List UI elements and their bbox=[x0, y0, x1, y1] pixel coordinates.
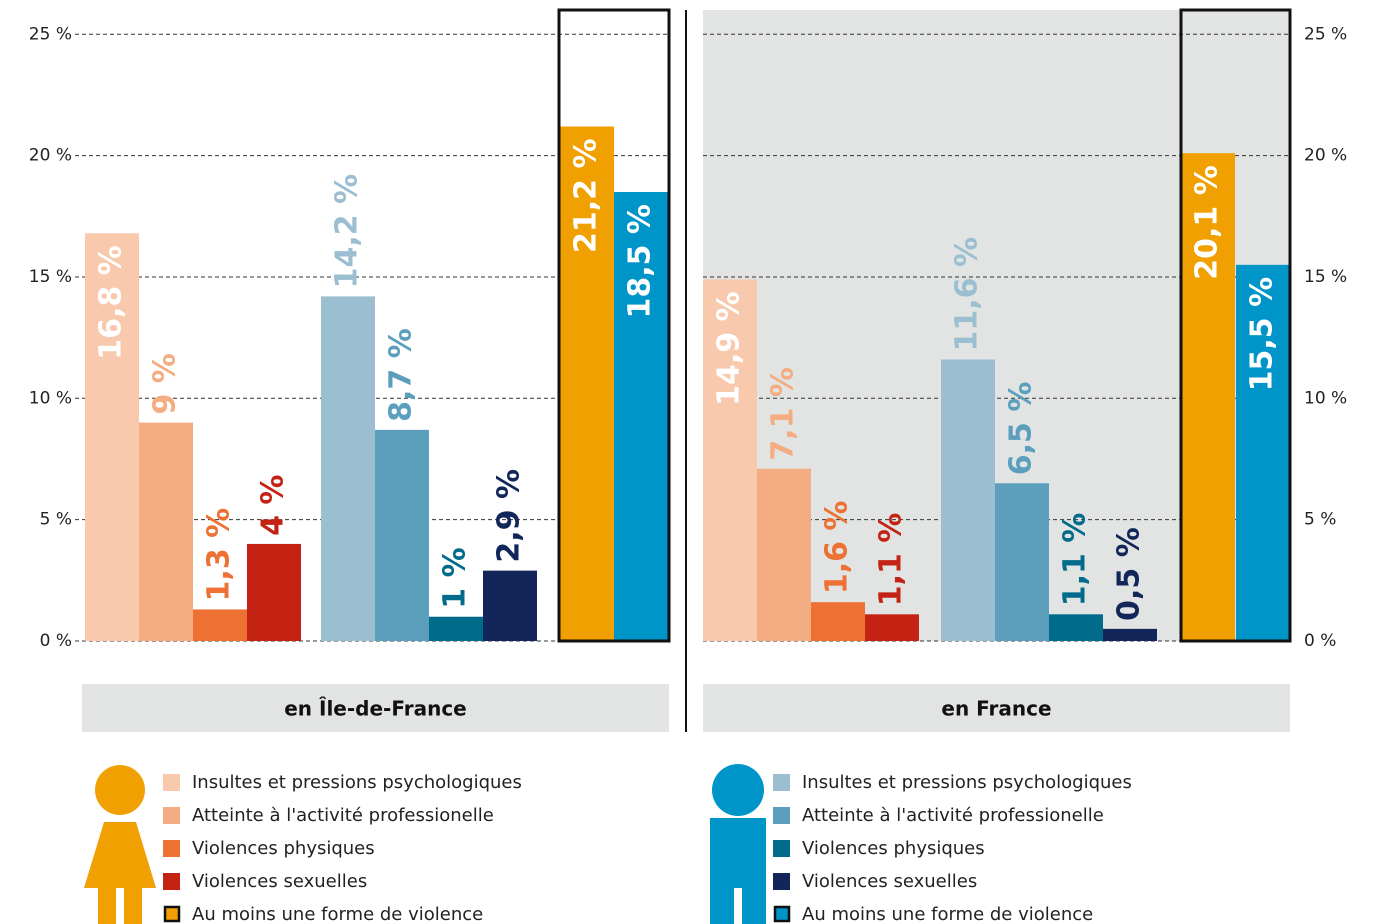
bar bbox=[757, 468, 811, 641]
value-label: 14,9 % bbox=[712, 291, 747, 406]
legend-swatch bbox=[773, 840, 790, 857]
category-band bbox=[703, 684, 1290, 732]
value-label: 8,7 % bbox=[384, 328, 419, 422]
legend-label: Insultes et pressions psychologiques bbox=[802, 772, 1132, 793]
value-label: 18,5 % bbox=[623, 204, 658, 319]
legend-label: Violences physiques bbox=[802, 838, 985, 859]
legend-swatch bbox=[773, 807, 790, 824]
value-label: 1 % bbox=[438, 547, 473, 608]
man-icon bbox=[710, 764, 766, 924]
y-tick-label: 20 % bbox=[1304, 146, 1347, 166]
value-label: 21,2 % bbox=[569, 138, 604, 253]
bar bbox=[614, 192, 668, 641]
value-label: 2,9 % bbox=[492, 469, 527, 563]
bar bbox=[560, 126, 614, 641]
legend-swatch bbox=[773, 873, 790, 890]
value-label: 14,2 % bbox=[330, 174, 365, 289]
legend-swatch bbox=[163, 774, 180, 791]
legend-swatch bbox=[773, 905, 791, 923]
bar bbox=[375, 429, 429, 641]
value-label: 15,5 % bbox=[1245, 277, 1280, 392]
y-tick-label: 10 % bbox=[1304, 388, 1347, 408]
value-label: 6,5 % bbox=[1004, 382, 1039, 476]
bar bbox=[865, 614, 919, 641]
legend-label: Atteinte à l'activité professionelle bbox=[192, 805, 494, 826]
legend-swatch bbox=[163, 840, 180, 857]
legend-label: Atteinte à l'activité professionelle bbox=[802, 805, 1104, 826]
legend-label: Violences sexuelles bbox=[802, 871, 977, 892]
bar bbox=[85, 233, 139, 641]
legend-label: Violences sexuelles bbox=[192, 871, 367, 892]
category-label: en France bbox=[941, 697, 1051, 721]
y-tick-label: 20 % bbox=[29, 146, 72, 166]
bar bbox=[811, 602, 865, 641]
value-label: 20,1 % bbox=[1190, 165, 1225, 280]
bar bbox=[139, 422, 193, 641]
bar bbox=[247, 543, 301, 641]
y-tick-label: 5 % bbox=[40, 510, 72, 530]
value-label: 1,1 % bbox=[874, 513, 909, 607]
value-label: 11,6 % bbox=[950, 237, 985, 352]
legend-label: Violences physiques bbox=[192, 838, 375, 859]
bar bbox=[321, 296, 375, 641]
bar bbox=[483, 570, 537, 641]
y-tick-label: 25 % bbox=[29, 24, 72, 44]
value-label: 4 % bbox=[256, 475, 291, 536]
bar bbox=[193, 609, 247, 641]
woman-icon bbox=[84, 765, 156, 924]
y-tick-label: 0 % bbox=[40, 631, 72, 651]
value-label: 1,6 % bbox=[820, 501, 855, 595]
y-tick-label: 5 % bbox=[1304, 510, 1336, 530]
value-label: 7,1 % bbox=[766, 367, 801, 461]
legend-swatch bbox=[163, 873, 180, 890]
value-label: 16,8 % bbox=[94, 245, 129, 360]
legend-swatch bbox=[773, 774, 790, 791]
legend-swatch bbox=[163, 905, 181, 923]
category-label: en Île-de-France bbox=[284, 697, 467, 721]
total-box bbox=[1179, 8, 1292, 643]
bar bbox=[941, 359, 995, 641]
total-box bbox=[557, 8, 671, 643]
bar bbox=[1236, 264, 1290, 641]
value-label: 1,1 % bbox=[1058, 513, 1093, 607]
bar bbox=[429, 616, 483, 641]
value-label: 0,5 % bbox=[1112, 527, 1147, 621]
bar bbox=[703, 279, 757, 641]
y-tick-label: 15 % bbox=[1304, 267, 1347, 287]
bar bbox=[995, 483, 1049, 641]
value-label: 1,3 % bbox=[202, 508, 237, 602]
y-tick-label: 25 % bbox=[1304, 24, 1347, 44]
bar bbox=[1049, 614, 1103, 641]
y-tick-label: 15 % bbox=[29, 267, 72, 287]
y-tick-label: 0 % bbox=[1304, 631, 1336, 651]
legend-label: Au moins une forme de violence bbox=[192, 904, 483, 924]
value-label: 9 % bbox=[148, 353, 183, 414]
bar bbox=[1181, 153, 1235, 641]
bar bbox=[1103, 628, 1157, 641]
legend-swatch bbox=[163, 807, 180, 824]
y-tick-label: 10 % bbox=[29, 388, 72, 408]
legend-label: Au moins une forme de violence bbox=[802, 904, 1093, 924]
legend-label: Insultes et pressions psychologiques bbox=[192, 772, 522, 793]
category-band bbox=[82, 684, 669, 732]
